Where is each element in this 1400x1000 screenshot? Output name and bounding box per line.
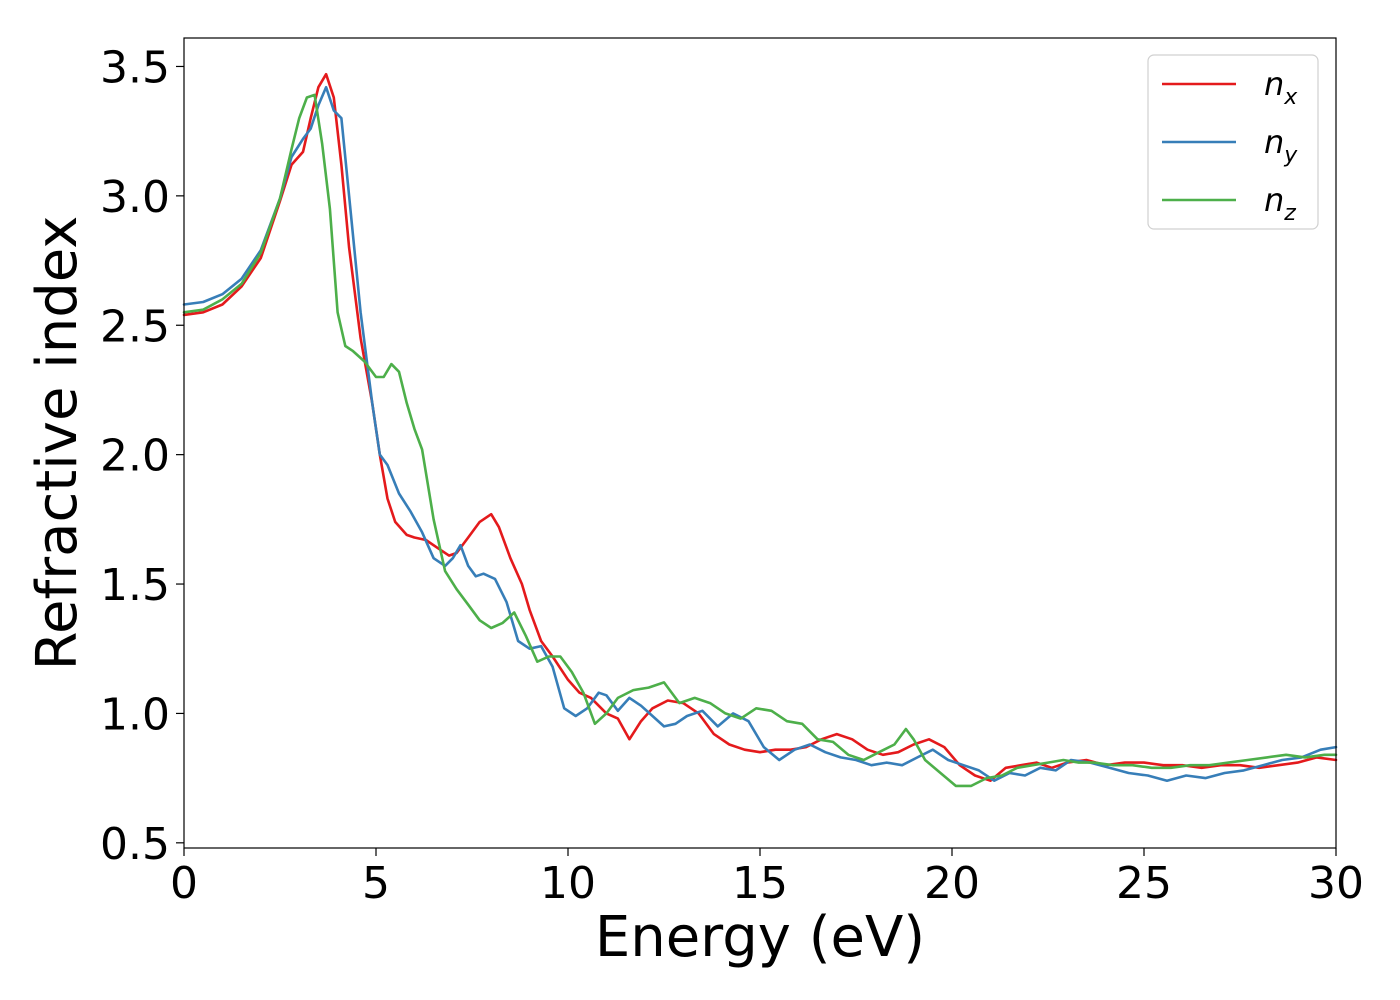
x-tick-label: 15: [732, 858, 788, 909]
series-line-z: [182, 93, 1338, 788]
x-tick-label: 25: [1116, 858, 1172, 909]
y-axis-label: Refractive index: [25, 216, 90, 671]
legend: nx ny nz: [1147, 54, 1319, 230]
y-tick-label: 1.0: [100, 689, 170, 740]
x-axis-ticks: 0 5 10 15 20 25 30: [170, 848, 1364, 909]
x-tick-label: 0: [170, 858, 198, 909]
legend-label-x: nx: [1264, 65, 1298, 110]
legend-label-y: ny: [1264, 123, 1298, 168]
y-tick-label: 0.5: [100, 819, 170, 870]
x-tick-label: 30: [1308, 858, 1364, 909]
y-axis-ticks: 0.5 1.0 1.5 2.0 2.5 3.0 3.5: [100, 42, 184, 870]
y-tick-label: 3.0: [100, 172, 170, 223]
x-axis-label: Energy (eV): [595, 905, 925, 970]
y-tick-label: 2.5: [100, 301, 170, 352]
legend-label-z: nz: [1264, 181, 1296, 226]
y-tick-label: 2.0: [100, 431, 170, 482]
x-tick-label: 20: [924, 858, 980, 909]
x-tick-label: 5: [362, 858, 390, 909]
x-tick-label: 10: [540, 858, 596, 909]
y-tick-label: 1.5: [100, 560, 170, 611]
y-tick-label: 3.5: [100, 42, 170, 93]
series-layer: [182, 72, 1338, 788]
